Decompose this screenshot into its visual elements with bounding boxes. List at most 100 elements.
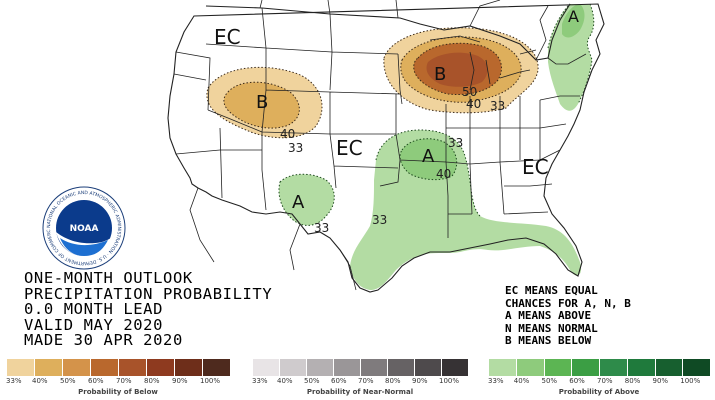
- colorbar-normal-title: Probability of Near-Normal: [306, 388, 414, 396]
- colorbar-below-tick-label: 90%: [172, 377, 188, 385]
- title-line-3: 0.0 MONTH LEAD: [24, 300, 164, 318]
- legend-note-2: CHANCES FOR A, N, B: [505, 296, 631, 310]
- outlook-title-block: ONE-MONTH OUTLOOK PRECIPITATION PROBABIL…: [24, 269, 273, 349]
- contour-label-lakes-33: 33: [490, 99, 505, 113]
- colorbar-below: [6, 359, 230, 376]
- colorbar-below-tick-label: 40%: [32, 377, 48, 385]
- colorbar-normal-tick-label: 70%: [358, 377, 374, 385]
- noaa-logo-wordmark: NOAA: [70, 224, 99, 234]
- colorbar-above-tick-label: 70%: [597, 377, 613, 385]
- contour-lakes-33: [383, 27, 539, 114]
- colorbar-normal-swatch: [387, 359, 414, 376]
- colorbar-above-title: Probability of Above: [558, 388, 640, 396]
- contour-rockies-40: [223, 81, 300, 129]
- legend-note-1: EC MEANS EQUAL: [505, 284, 598, 297]
- colorbar-below-tick-label: 70%: [116, 377, 132, 385]
- colorbar-below-swatch: [146, 359, 174, 376]
- label-b-great-lakes: B: [434, 64, 446, 85]
- colorbar-normal-tick-label: 33%: [252, 377, 268, 385]
- colorbar-normal-swatch: [441, 359, 468, 376]
- colorbar-normal-swatch: [333, 359, 360, 376]
- contour-label-lakes-40: 40: [466, 97, 481, 111]
- colorbar-below-tick-label: 80%: [144, 377, 160, 385]
- colorbar-above-tick-label: 50%: [541, 377, 558, 385]
- contour-label-midsouth-33: 33: [448, 136, 463, 150]
- colorbar-below-tick-label: 33%: [6, 377, 22, 385]
- probability-contours: [206, 3, 595, 226]
- contour-lakes-40: [400, 36, 522, 103]
- state-lines-east: [446, 53, 587, 187]
- state-boundaries: [167, 0, 605, 293]
- title-line-4: VALID MAY 2020: [24, 315, 164, 334]
- label-ec-central: EC: [336, 136, 363, 160]
- colorbar-below-tick-label: 60%: [88, 377, 104, 385]
- above-area-midsouth-40: [400, 138, 457, 180]
- contour-northeast-33: [547, 3, 595, 105]
- map-letter-labels: EC B B EC A EC A A: [214, 7, 579, 213]
- colorbar-above-swatch: [571, 359, 599, 376]
- contour-label-texas-33: 33: [372, 213, 387, 227]
- colorbar-above: [488, 359, 710, 376]
- colorbar-above-swatch: [515, 359, 544, 376]
- colorbar-normal-tick-label: 60%: [331, 377, 347, 385]
- colorbar-below-title: Probability of Below: [78, 388, 158, 396]
- legend-note-5: B MEANS BELOW: [505, 334, 592, 348]
- colorbar-above-ticks: 33% 40% 50% 60% 70% 80% 90% 100%: [488, 377, 710, 387]
- colorbar-normal-tick-label: 80%: [385, 377, 401, 385]
- colorbar-above-tick-label: 90%: [652, 377, 669, 385]
- colorbar-below-swatch: [6, 359, 34, 376]
- colorbar-below-swatch: [118, 359, 146, 376]
- legend-note-4: N MEANS NORMAL: [505, 321, 598, 335]
- legend-note-3: A MEANS ABOVE: [505, 309, 592, 323]
- colorbar-above-swatch: [654, 359, 683, 376]
- colorbar-above-tick-label: 100%: [680, 377, 701, 385]
- colorbar-normal-tick-label: 50%: [304, 377, 320, 385]
- contour-label-lakes-50: 50: [462, 85, 477, 99]
- above-area-northeast-33: [548, 4, 594, 111]
- colorbar-above-swatch: [543, 359, 572, 376]
- great-lakes: [429, 35, 537, 91]
- colorbar-normal-tick-label: 90%: [412, 377, 428, 385]
- colorbar-below-swatch: [34, 359, 62, 376]
- colorbar-normal-swatch: [360, 359, 387, 376]
- above-area-northeast-40: [562, 4, 585, 38]
- title-line-1: ONE-MONTH OUTLOOK: [24, 269, 193, 287]
- colorbar-below-swatch: [174, 359, 202, 376]
- contour-midsouth-40: [399, 138, 458, 181]
- mexico-border-lines: [189, 187, 357, 291]
- colorbar-below-tick-label: 50%: [60, 377, 76, 385]
- state-lines-middle: [175, 94, 549, 238]
- contour-label-midsouth-40: 40: [436, 167, 451, 181]
- legend-notes: EC MEANS EQUAL CHANCES FOR A, N, B A MEA…: [505, 284, 631, 348]
- colorbar-below-ticks: 33% 40% 50% 60% 70% 80% 90% 100%: [6, 377, 230, 387]
- below-area-rockies-40: [223, 82, 300, 129]
- colorbar-normal-swatch: [252, 359, 279, 376]
- label-ec-southeast: EC: [522, 155, 549, 179]
- colorbar-above-swatch: [488, 359, 516, 376]
- colorbar-above-tick-label: 60%: [569, 377, 585, 385]
- colorbar-normal-ticks: 33% 40% 50% 60% 70% 80% 90% 100%: [252, 377, 468, 387]
- colorbar-normal-swatch: [306, 359, 333, 376]
- label-a-northeast: A: [568, 7, 579, 26]
- colorbar-normal-tick-label: 100%: [439, 377, 460, 385]
- us-precipitation-map: EC B B EC A EC A A 40 33 50 40 33 33 40 …: [167, 0, 605, 293]
- colorbar-below-swatch: [202, 359, 230, 376]
- label-a-midsouth: A: [422, 146, 435, 167]
- noaa-logo: NOAA NATIONAL OCEANIC AND ATMOSPHERIC AD…: [42, 186, 126, 270]
- contour-label-rockies-33: 33: [288, 141, 303, 155]
- contour-lakes-50: [413, 42, 502, 95]
- label-a-southwest: A: [292, 192, 305, 213]
- colorbar-below-tick-label: 100%: [200, 377, 221, 385]
- colorbar-normal-swatch: [414, 359, 441, 376]
- above-area-midsouth-33: [350, 130, 582, 290]
- canada-lines: [259, 0, 549, 61]
- colorbar-above-swatch: [626, 359, 655, 376]
- contour-midsouth-33: [375, 129, 481, 217]
- label-b-rockies: B: [256, 92, 268, 113]
- title-line-5: MADE 30 APR 2020: [24, 331, 183, 349]
- colorbar-below-swatch: [90, 359, 118, 376]
- title-line-2: PRECIPITATION PROBABILITY: [24, 284, 273, 303]
- colorbar-normal: [252, 359, 468, 376]
- conus-outline: [167, 3, 605, 293]
